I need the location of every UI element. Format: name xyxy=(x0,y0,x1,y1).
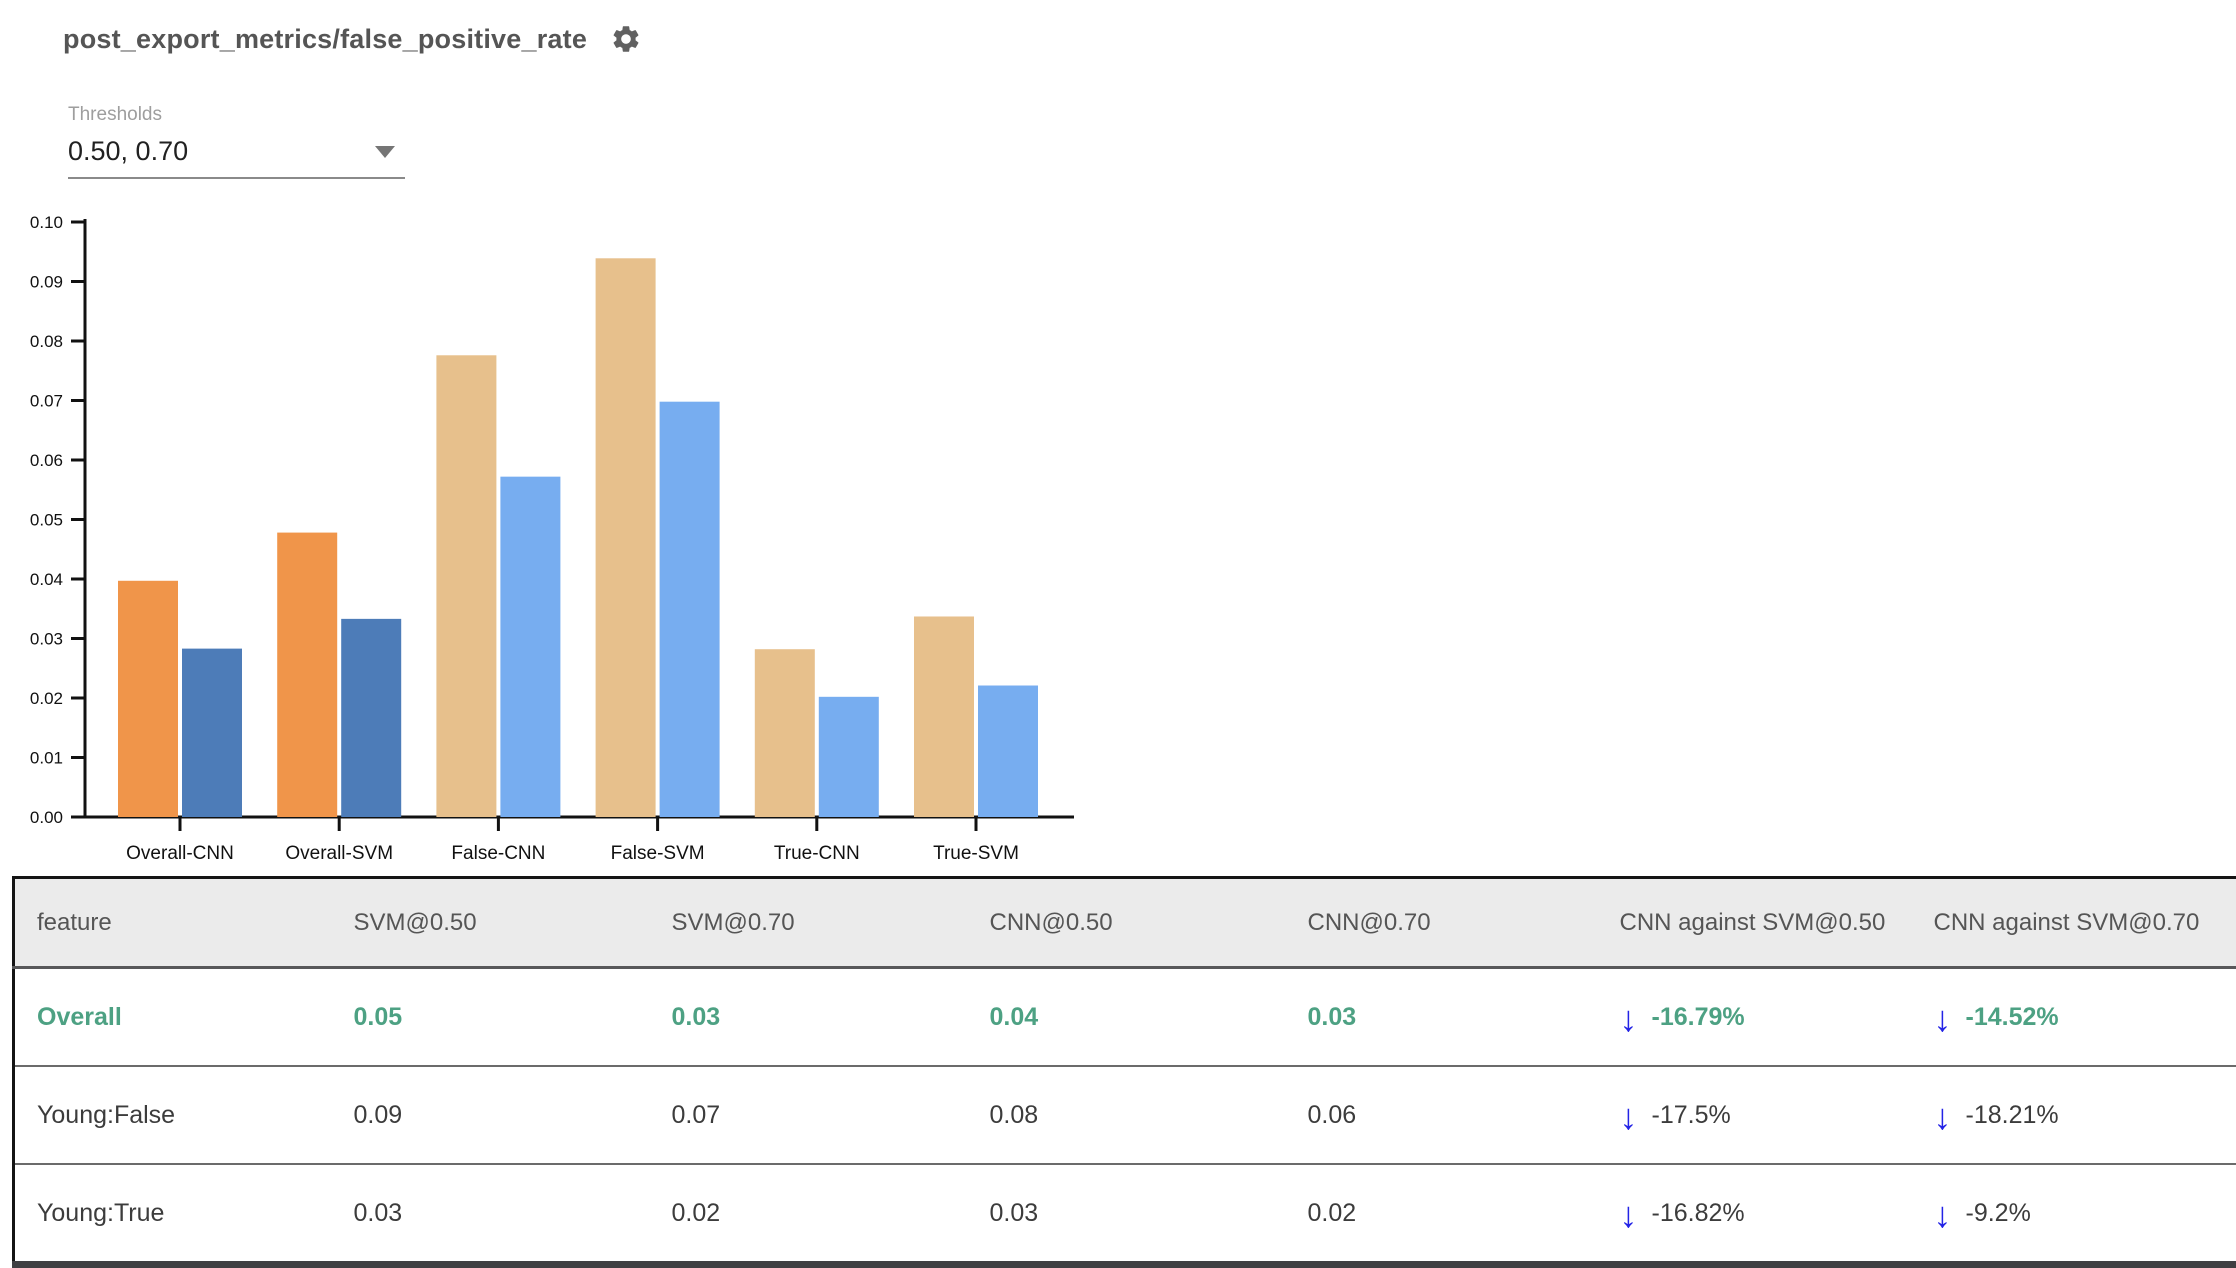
comparison-cell: ↓ -18.21% xyxy=(1912,1066,2236,1164)
comparison-cell: ↓ -16.82% xyxy=(1598,1164,1912,1265)
col-header-cnn-vs-svm-050: CNN against SVM@0.50 xyxy=(1598,878,1912,968)
feature-cell: Overall xyxy=(14,968,332,1067)
delta-value: -9.2% xyxy=(1966,1199,2031,1228)
table-header-row: feature SVM@0.50 SVM@0.70 CNN@0.50 CNN@0… xyxy=(14,878,2236,968)
metric-cell: 0.02 xyxy=(650,1164,968,1265)
bar-true-cnn-050[interactable] xyxy=(755,649,815,817)
bar-false-svm-050[interactable] xyxy=(596,258,656,817)
delta-value: -16.82% xyxy=(1652,1199,1745,1228)
bar-false-cnn-050[interactable] xyxy=(436,355,496,817)
metric-cell: 0.02 xyxy=(1286,1164,1598,1265)
down-arrow-icon: ↓ xyxy=(1934,1001,1952,1037)
col-header-cnn-vs-svm-070: CNN against SVM@0.70 xyxy=(1912,878,2236,968)
x-category-label: False-CNN xyxy=(451,843,545,864)
metric-cell: 0.05 xyxy=(332,968,650,1067)
y-tick-label: 0.01 xyxy=(30,749,63,768)
y-tick-label: 0.06 xyxy=(30,451,63,470)
y-tick-label: 0.03 xyxy=(30,630,63,649)
thresholds-select[interactable]: 0.50, 0.70 xyxy=(68,134,405,179)
y-tick-label: 0.05 xyxy=(30,511,63,530)
metrics-table: feature SVM@0.50 SVM@0.70 CNN@0.50 CNN@0… xyxy=(12,876,2236,1268)
bar-overall-svm-050[interactable] xyxy=(277,533,337,817)
down-arrow-icon: ↓ xyxy=(1934,1099,1952,1135)
col-header-svm-070: SVM@0.70 xyxy=(650,878,968,968)
bar-overall-cnn-070[interactable] xyxy=(182,649,242,817)
bar-true-cnn-070[interactable] xyxy=(819,697,879,817)
metric-cell: 0.09 xyxy=(332,1066,650,1164)
bar-chart-svg: 0.00 0.01 0.02 0.03 0.04 0.05 0.06 0.07 0.08 0.09… xyxy=(0,195,1120,875)
delta-value: -17.5% xyxy=(1652,1101,1731,1130)
y-tick-label: 0.00 xyxy=(30,808,63,827)
comparison-cell: ↓ -9.2% xyxy=(1912,1164,2236,1265)
metric-header: post_export_metrics/false_positive_rate xyxy=(63,22,643,56)
col-header-cnn-050: CNN@0.50 xyxy=(968,878,1286,968)
col-header-feature: feature xyxy=(14,878,332,968)
metric-cell: 0.03 xyxy=(968,1164,1286,1265)
x-category-label: Overall-SVM xyxy=(285,843,393,864)
settings-button[interactable] xyxy=(609,22,643,56)
bar-overall-svm-070[interactable] xyxy=(341,619,401,817)
y-tick-label: 0.02 xyxy=(30,689,63,708)
bar-false-cnn-070[interactable] xyxy=(500,477,560,817)
delta-value: -16.79% xyxy=(1652,1003,1745,1032)
x-category-label: True-SVM xyxy=(933,843,1019,864)
x-category-label: Overall-CNN xyxy=(126,843,234,864)
bar-chart: 0.00 0.01 0.02 0.03 0.04 0.05 0.06 0.07 0.08 0.09… xyxy=(0,195,1120,875)
metric-cell: 0.07 xyxy=(650,1066,968,1164)
bar-overall-cnn-050[interactable] xyxy=(118,581,178,817)
gear-icon xyxy=(610,23,642,55)
comparison-cell: ↓ -16.79% xyxy=(1598,968,1912,1067)
down-arrow-icon: ↓ xyxy=(1620,1197,1638,1233)
chevron-down-icon xyxy=(375,146,395,158)
metric-cell: 0.03 xyxy=(332,1164,650,1265)
col-header-cnn-070: CNN@0.70 xyxy=(1286,878,1598,968)
down-arrow-icon: ↓ xyxy=(1620,1001,1638,1037)
comparison-cell: ↓ -17.5% xyxy=(1598,1066,1912,1164)
metric-cell: 0.03 xyxy=(1286,968,1598,1067)
down-arrow-icon: ↓ xyxy=(1620,1099,1638,1135)
down-arrow-icon: ↓ xyxy=(1934,1197,1952,1233)
bar-true-svm-070[interactable] xyxy=(978,686,1038,817)
y-tick-label: 0.04 xyxy=(30,570,63,589)
delta-value: -14.52% xyxy=(1966,1003,2059,1032)
thresholds-control: Thresholds 0.50, 0.70 xyxy=(68,104,405,179)
y-tick-label: 0.08 xyxy=(30,332,63,351)
metric-title: post_export_metrics/false_positive_rate xyxy=(63,24,587,55)
y-tick-label: 0.10 xyxy=(30,213,63,232)
y-tick-label: 0.09 xyxy=(30,273,63,292)
bar-false-svm-070[interactable] xyxy=(660,402,720,817)
metric-cell: 0.03 xyxy=(650,968,968,1067)
col-header-svm-050: SVM@0.50 xyxy=(332,878,650,968)
thresholds-label: Thresholds xyxy=(68,104,405,126)
x-category-label: False-SVM xyxy=(611,843,705,864)
metric-cell: 0.04 xyxy=(968,968,1286,1067)
thresholds-selected-value: 0.50, 0.70 xyxy=(68,136,188,166)
y-tick-label: 0.07 xyxy=(30,392,63,411)
metric-cell: 0.06 xyxy=(1286,1066,1598,1164)
metric-cell: 0.08 xyxy=(968,1066,1286,1164)
feature-cell: Young:False xyxy=(14,1066,332,1164)
x-category-label: True-CNN xyxy=(774,843,860,864)
bar-true-svm-050[interactable] xyxy=(914,616,974,817)
comparison-cell: ↓ -14.52% xyxy=(1912,968,2236,1067)
feature-cell: Young:True xyxy=(14,1164,332,1265)
delta-value: -18.21% xyxy=(1966,1101,2059,1130)
